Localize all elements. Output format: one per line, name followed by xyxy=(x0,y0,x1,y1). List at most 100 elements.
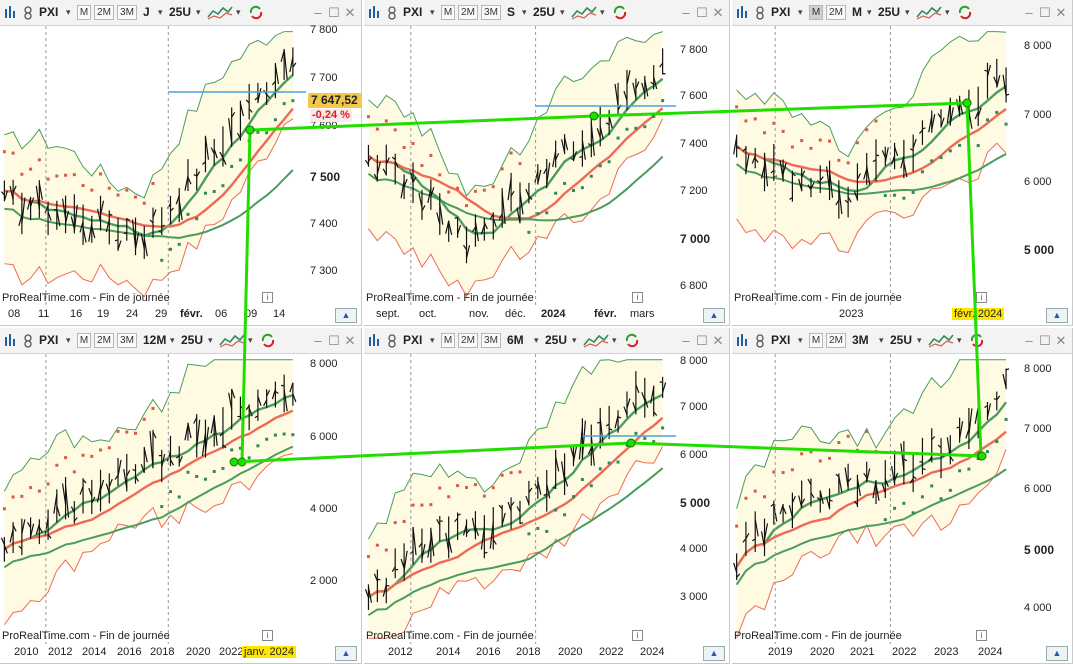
maximize-icon[interactable]: ☐ xyxy=(696,5,708,20)
link-icon[interactable] xyxy=(386,3,398,22)
chart-icon[interactable] xyxy=(3,331,19,350)
info-icon[interactable]: i xyxy=(262,630,273,641)
chevron-down-icon[interactable]: ▾ xyxy=(196,7,201,17)
bars-count-selector[interactable]: 25U xyxy=(545,333,568,347)
chevron-down-icon[interactable]: ▾ xyxy=(430,335,435,345)
chevron-down-icon[interactable]: ▾ xyxy=(66,7,71,17)
link-icon[interactable] xyxy=(386,331,398,350)
bars-count-selector[interactable]: 25U xyxy=(878,5,901,19)
indicators-icon[interactable] xyxy=(928,331,954,350)
chart-icon[interactable] xyxy=(367,3,383,22)
scroll-up-button[interactable]: ▲ xyxy=(335,308,357,323)
indicators-icon[interactable] xyxy=(571,3,597,22)
period-button-2m[interactable]: 2M xyxy=(458,333,478,348)
symbol-selector[interactable]: PXI xyxy=(403,5,423,19)
bars-count-selector[interactable]: 25U xyxy=(533,5,556,19)
chevron-down-icon[interactable]: ▾ xyxy=(236,7,241,17)
period-button-m[interactable]: M xyxy=(77,333,91,348)
info-icon[interactable]: i xyxy=(262,292,273,303)
period-button-3m[interactable]: 3M xyxy=(481,5,501,20)
timeframe-selector[interactable]: S xyxy=(507,5,516,19)
period-button-3m[interactable]: 3M xyxy=(117,5,137,20)
close-icon[interactable]: ✕ xyxy=(712,333,724,348)
minimize-icon[interactable]: – xyxy=(314,333,322,348)
symbol-selector[interactable]: PXI xyxy=(39,333,59,347)
chevron-down-icon[interactable]: ▾ xyxy=(945,7,950,17)
link-icon[interactable] xyxy=(22,331,34,350)
link-icon[interactable] xyxy=(754,3,766,22)
chevron-down-icon[interactable]: ▾ xyxy=(917,335,922,345)
info-icon[interactable]: i xyxy=(632,292,643,303)
period-button-3m[interactable]: 3M xyxy=(481,333,501,348)
link-icon[interactable] xyxy=(754,331,766,350)
chevron-down-icon[interactable]: ▾ xyxy=(798,7,803,17)
symbol-selector[interactable]: PXI xyxy=(403,333,423,347)
period-button-m[interactable]: M xyxy=(441,5,455,20)
bars-count-selector[interactable]: 25U xyxy=(890,333,913,347)
maximize-icon[interactable]: ☐ xyxy=(328,5,340,20)
chevron-down-icon[interactable]: ▾ xyxy=(798,335,803,345)
chevron-down-icon[interactable]: ▾ xyxy=(522,7,527,17)
minimize-icon[interactable]: – xyxy=(1025,333,1033,348)
timeframe-selector[interactable]: 3M xyxy=(852,333,869,347)
info-icon[interactable]: i xyxy=(976,292,987,303)
scroll-up-button[interactable]: ▲ xyxy=(703,646,725,661)
chevron-down-icon[interactable]: ▾ xyxy=(867,7,872,17)
period-button-2m[interactable]: 2M xyxy=(826,5,846,20)
chevron-down-icon[interactable]: ▾ xyxy=(208,335,213,345)
indicators-icon[interactable] xyxy=(583,331,609,350)
chart-icon[interactable] xyxy=(3,3,19,22)
timeframe-selector[interactable]: M xyxy=(852,5,862,19)
chevron-down-icon[interactable]: ▾ xyxy=(534,335,539,345)
chevron-down-icon[interactable]: ▾ xyxy=(66,335,71,345)
scroll-up-button[interactable]: ▲ xyxy=(335,646,357,661)
indicators-icon[interactable] xyxy=(916,3,942,22)
timeframe-selector[interactable]: J xyxy=(143,5,150,19)
info-icon[interactable]: i xyxy=(632,630,643,641)
maximize-icon[interactable]: ☐ xyxy=(1039,333,1051,348)
symbol-selector[interactable]: PXI xyxy=(39,5,59,19)
close-icon[interactable]: ✕ xyxy=(344,333,356,348)
refresh-icon[interactable] xyxy=(623,331,641,350)
maximize-icon[interactable]: ☐ xyxy=(328,333,340,348)
period-button-2m[interactable]: 2M xyxy=(94,333,114,348)
period-button-2m[interactable]: 2M xyxy=(458,5,478,20)
refresh-icon[interactable] xyxy=(968,331,986,350)
chart-icon[interactable] xyxy=(735,3,751,22)
minimize-icon[interactable]: – xyxy=(682,5,690,20)
chevron-down-icon[interactable]: ▾ xyxy=(905,7,910,17)
link-icon[interactable] xyxy=(22,3,34,22)
chevron-down-icon[interactable]: ▾ xyxy=(957,335,962,345)
chevron-down-icon[interactable]: ▾ xyxy=(158,7,163,17)
timeframe-selector[interactable]: 6M xyxy=(507,333,524,347)
scroll-up-button[interactable]: ▲ xyxy=(1046,646,1068,661)
minimize-icon[interactable]: – xyxy=(1025,5,1033,20)
symbol-selector[interactable]: PXI xyxy=(771,333,791,347)
minimize-icon[interactable]: – xyxy=(314,5,322,20)
chevron-down-icon[interactable]: ▾ xyxy=(600,7,605,17)
scroll-up-button[interactable]: ▲ xyxy=(703,308,725,323)
period-button-m[interactable]: M xyxy=(809,5,823,20)
minimize-icon[interactable]: – xyxy=(682,333,690,348)
chevron-down-icon[interactable]: ▾ xyxy=(560,7,565,17)
close-icon[interactable]: ✕ xyxy=(1055,333,1067,348)
symbol-selector[interactable]: PXI xyxy=(771,5,791,19)
indicators-icon[interactable] xyxy=(219,331,245,350)
refresh-icon[interactable] xyxy=(259,331,277,350)
chart-icon[interactable] xyxy=(367,331,383,350)
close-icon[interactable]: ✕ xyxy=(1055,5,1067,20)
chevron-down-icon[interactable]: ▾ xyxy=(248,335,253,345)
chevron-down-icon[interactable]: ▾ xyxy=(572,335,577,345)
chevron-down-icon[interactable]: ▾ xyxy=(170,335,175,345)
period-button-m[interactable]: M xyxy=(441,333,455,348)
period-button-m[interactable]: M xyxy=(809,333,823,348)
period-button-2m[interactable]: 2M xyxy=(826,333,846,348)
maximize-icon[interactable]: ☐ xyxy=(1039,5,1051,20)
maximize-icon[interactable]: ☐ xyxy=(696,333,708,348)
period-button-3m[interactable]: 3M xyxy=(117,333,137,348)
chevron-down-icon[interactable]: ▾ xyxy=(612,335,617,345)
info-icon[interactable]: i xyxy=(976,630,987,641)
chevron-down-icon[interactable]: ▾ xyxy=(430,7,435,17)
period-button-2m[interactable]: 2M xyxy=(94,5,114,20)
indicators-icon[interactable] xyxy=(207,3,233,22)
